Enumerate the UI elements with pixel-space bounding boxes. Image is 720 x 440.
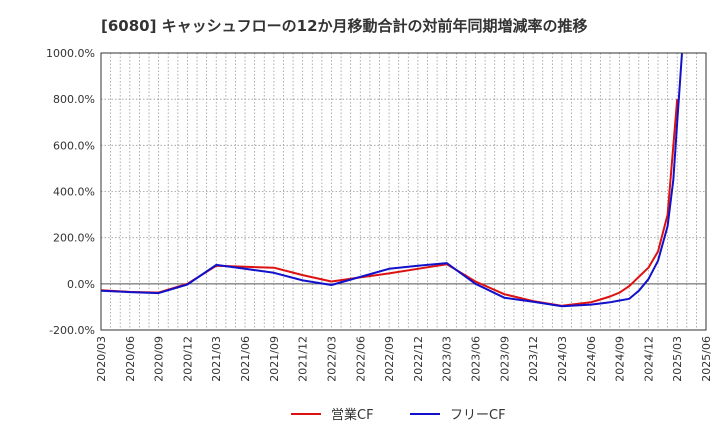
x-tick-label: 2025/03: [671, 336, 684, 382]
x-tick-label: 2024/09: [614, 336, 627, 382]
x-tick-label: 2024/06: [585, 336, 598, 382]
grid-lines: [101, 53, 706, 330]
x-tick-label: 2023/09: [498, 336, 511, 382]
chart-title: [6080] キャッシュフローの12か月移動合計の対前年同期増減率の推移: [101, 17, 588, 35]
x-tick-label: 2024/12: [642, 336, 655, 382]
x-axis: 2020/03 2020/06 2020/09 2020/12 2021/03 2021/…: [95, 336, 713, 382]
series-lines: [101, 53, 683, 308]
x-tick-label: 2024/03: [556, 336, 569, 382]
x-tick-label: 2023/12: [527, 336, 540, 382]
legend-label-1: 営業CF: [331, 407, 374, 423]
x-tick-label: 2025/06: [700, 336, 713, 382]
y-tick-label: 800.0%: [53, 93, 95, 106]
x-tick-label: 2022/03: [325, 336, 338, 382]
x-tick-label: 2020/06: [124, 336, 137, 382]
x-tick-label: 2020/03: [95, 336, 108, 382]
x-tick-label: 2020/09: [153, 336, 166, 382]
x-tick-label: 2022/12: [412, 336, 425, 382]
x-tick-label: 2021/09: [268, 336, 281, 382]
x-tick-label: 2021/12: [297, 336, 310, 382]
series-line-2: [101, 53, 683, 308]
y-tick-label: 1000.0%: [46, 47, 95, 60]
y-tick-label: 0.0%: [67, 278, 95, 291]
y-tick-label: 200.0%: [53, 232, 95, 245]
x-tick-label: 2021/06: [239, 336, 252, 382]
x-tick-label: 2021/03: [210, 336, 223, 382]
y-tick-label: 600.0%: [53, 139, 95, 152]
x-tick-label: 2022/06: [354, 336, 367, 382]
legend: 営業CF フリーCF: [291, 407, 506, 423]
plot-frame: [100, 52, 707, 331]
y-axis: -200.0% 0.0% 200.0% 400.0% 600.0% 800.0% 1000.…: [46, 47, 95, 337]
x-tick-label: 2023/06: [470, 336, 483, 382]
y-tick-label: -200.0%: [49, 324, 95, 337]
x-tick-label: 2020/12: [181, 336, 194, 382]
x-tick-label: 2022/09: [383, 336, 396, 382]
y-tick-label: 400.0%: [53, 186, 95, 199]
x-tick-label: 2023/03: [441, 336, 454, 382]
legend-label-2: フリーCF: [450, 408, 506, 423]
